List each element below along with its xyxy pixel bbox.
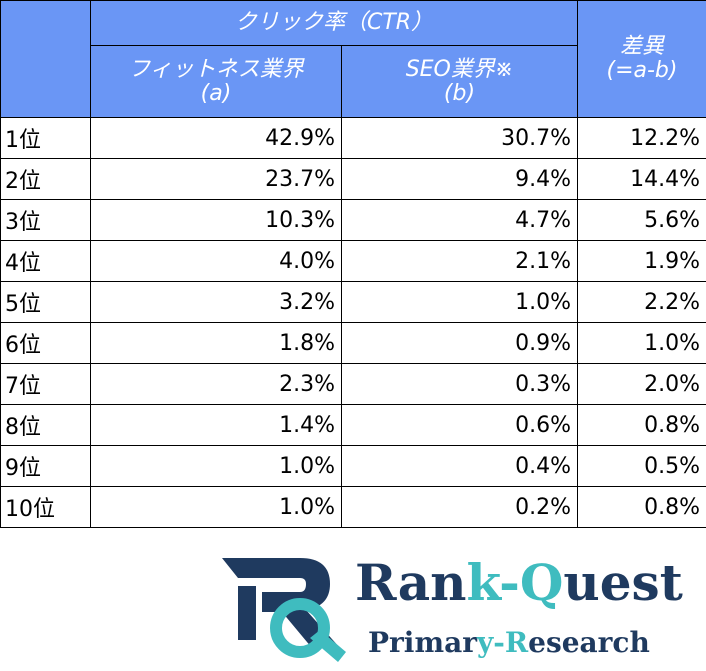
row-label: 5位 [0, 281, 91, 323]
value-cell: 1.9% [577, 240, 706, 282]
table-row: 4位 4.0% 2.1% 1.9% [0, 240, 706, 282]
value-cell: 5.6% [577, 199, 706, 241]
value-cell: 23.7% [90, 158, 342, 200]
logo-mark [222, 558, 346, 662]
table-row: 5位 3.2% 1.0% 2.2% [0, 281, 706, 323]
table-row: 8位 1.4% 0.6% 0.8% [0, 404, 706, 446]
ctr-table: クリック率（CTR） 差異 (=a-b) フィットネス業界 (a) SEO業界※ (b… [0, 0, 706, 528]
column-header: SEO業界※ (b) [341, 45, 578, 118]
value-cell: 0.3% [341, 363, 578, 405]
value-cell: 0.8% [577, 486, 706, 528]
logo: Rank-Quest Primary-Research [222, 553, 683, 662]
table-row: 6位 1.8% 0.9% 1.0% [0, 322, 706, 364]
column-header: フィットネス業界 (a) [90, 45, 342, 118]
value-cell: 1.0% [577, 322, 706, 364]
table-header: クリック率（CTR） 差異 (=a-b) フィットネス業界 (a) SEO業界※ (b… [0, 0, 706, 118]
value-cell: 1.0% [90, 445, 342, 487]
value-cell: 4.0% [90, 240, 342, 282]
logo-part: k-Q [466, 553, 563, 612]
table-row: 9位 1.0% 0.4% 0.5% [0, 445, 706, 487]
value-cell: 14.4% [577, 158, 706, 200]
value-cell: 1.0% [341, 281, 578, 323]
logo-tagline: Primary-Research [368, 626, 650, 659]
row-label: 3位 [0, 199, 91, 241]
row-label: 10位 [0, 486, 91, 528]
value-cell: 0.8% [577, 404, 706, 446]
value-cell: 2.0% [577, 363, 706, 405]
logo-part: esearch [528, 626, 650, 659]
row-label: 1位 [0, 117, 91, 159]
value-cell: 0.6% [341, 404, 578, 446]
value-cell: 0.4% [341, 445, 578, 487]
header-line: (a) [200, 80, 232, 106]
column-header: 差異 (=a-b) [577, 0, 706, 118]
table-row: 1位 42.9% 30.7% 12.2% [0, 117, 706, 159]
value-cell: 1.4% [90, 404, 342, 446]
value-cell: 0.2% [341, 486, 578, 528]
logo-name: Rank-Quest [355, 553, 683, 612]
logo-part: Primar [368, 626, 478, 659]
value-cell: 2.1% [341, 240, 578, 282]
logo-part: uest [563, 553, 682, 612]
value-cell: 9.4% [341, 158, 578, 200]
table-row: 3位 10.3% 4.7% 5.6% [0, 199, 706, 241]
header-line: SEO業界※ [405, 56, 514, 82]
row-label: 4位 [0, 240, 91, 282]
table-row: 7位 2.3% 0.3% 2.0% [0, 363, 706, 405]
header-line: 差異 [619, 34, 664, 59]
logo-part: Ran [355, 553, 466, 612]
row-label: 6位 [0, 322, 91, 364]
group-header: クリック率（CTR） [90, 0, 578, 46]
table-row: 2位 23.7% 9.4% 14.4% [0, 158, 706, 200]
value-cell: 3.2% [90, 281, 342, 323]
value-cell: 2.3% [90, 363, 342, 405]
value-cell: 2.2% [577, 281, 706, 323]
value-cell: 30.7% [341, 117, 578, 159]
value-cell: 42.9% [90, 117, 342, 159]
value-cell: 10.3% [90, 199, 342, 241]
value-cell: 0.9% [341, 322, 578, 364]
row-label: 2位 [0, 158, 91, 200]
value-cell: 1.8% [90, 322, 342, 364]
header-line: (b) [443, 80, 476, 106]
corner-cell [0, 0, 91, 118]
value-cell: 0.5% [577, 445, 706, 487]
value-cell: 1.0% [90, 486, 342, 528]
table-body: 1位 42.9% 30.7% 12.2% 2位 23.7% 9.4% 14.4% 3位 10.3%… [0, 117, 706, 528]
logo-part: y-R [476, 626, 529, 659]
row-label: 7位 [0, 363, 91, 405]
row-label: 8位 [0, 404, 91, 446]
header-line: フィットネス業界 [128, 56, 304, 82]
table-row: 10位 1.0% 0.2% 0.8% [0, 486, 706, 528]
header-line: (=a-b) [606, 58, 678, 83]
value-cell: 4.7% [341, 199, 578, 241]
value-cell: 12.2% [577, 117, 706, 159]
row-label: 9位 [0, 445, 91, 487]
